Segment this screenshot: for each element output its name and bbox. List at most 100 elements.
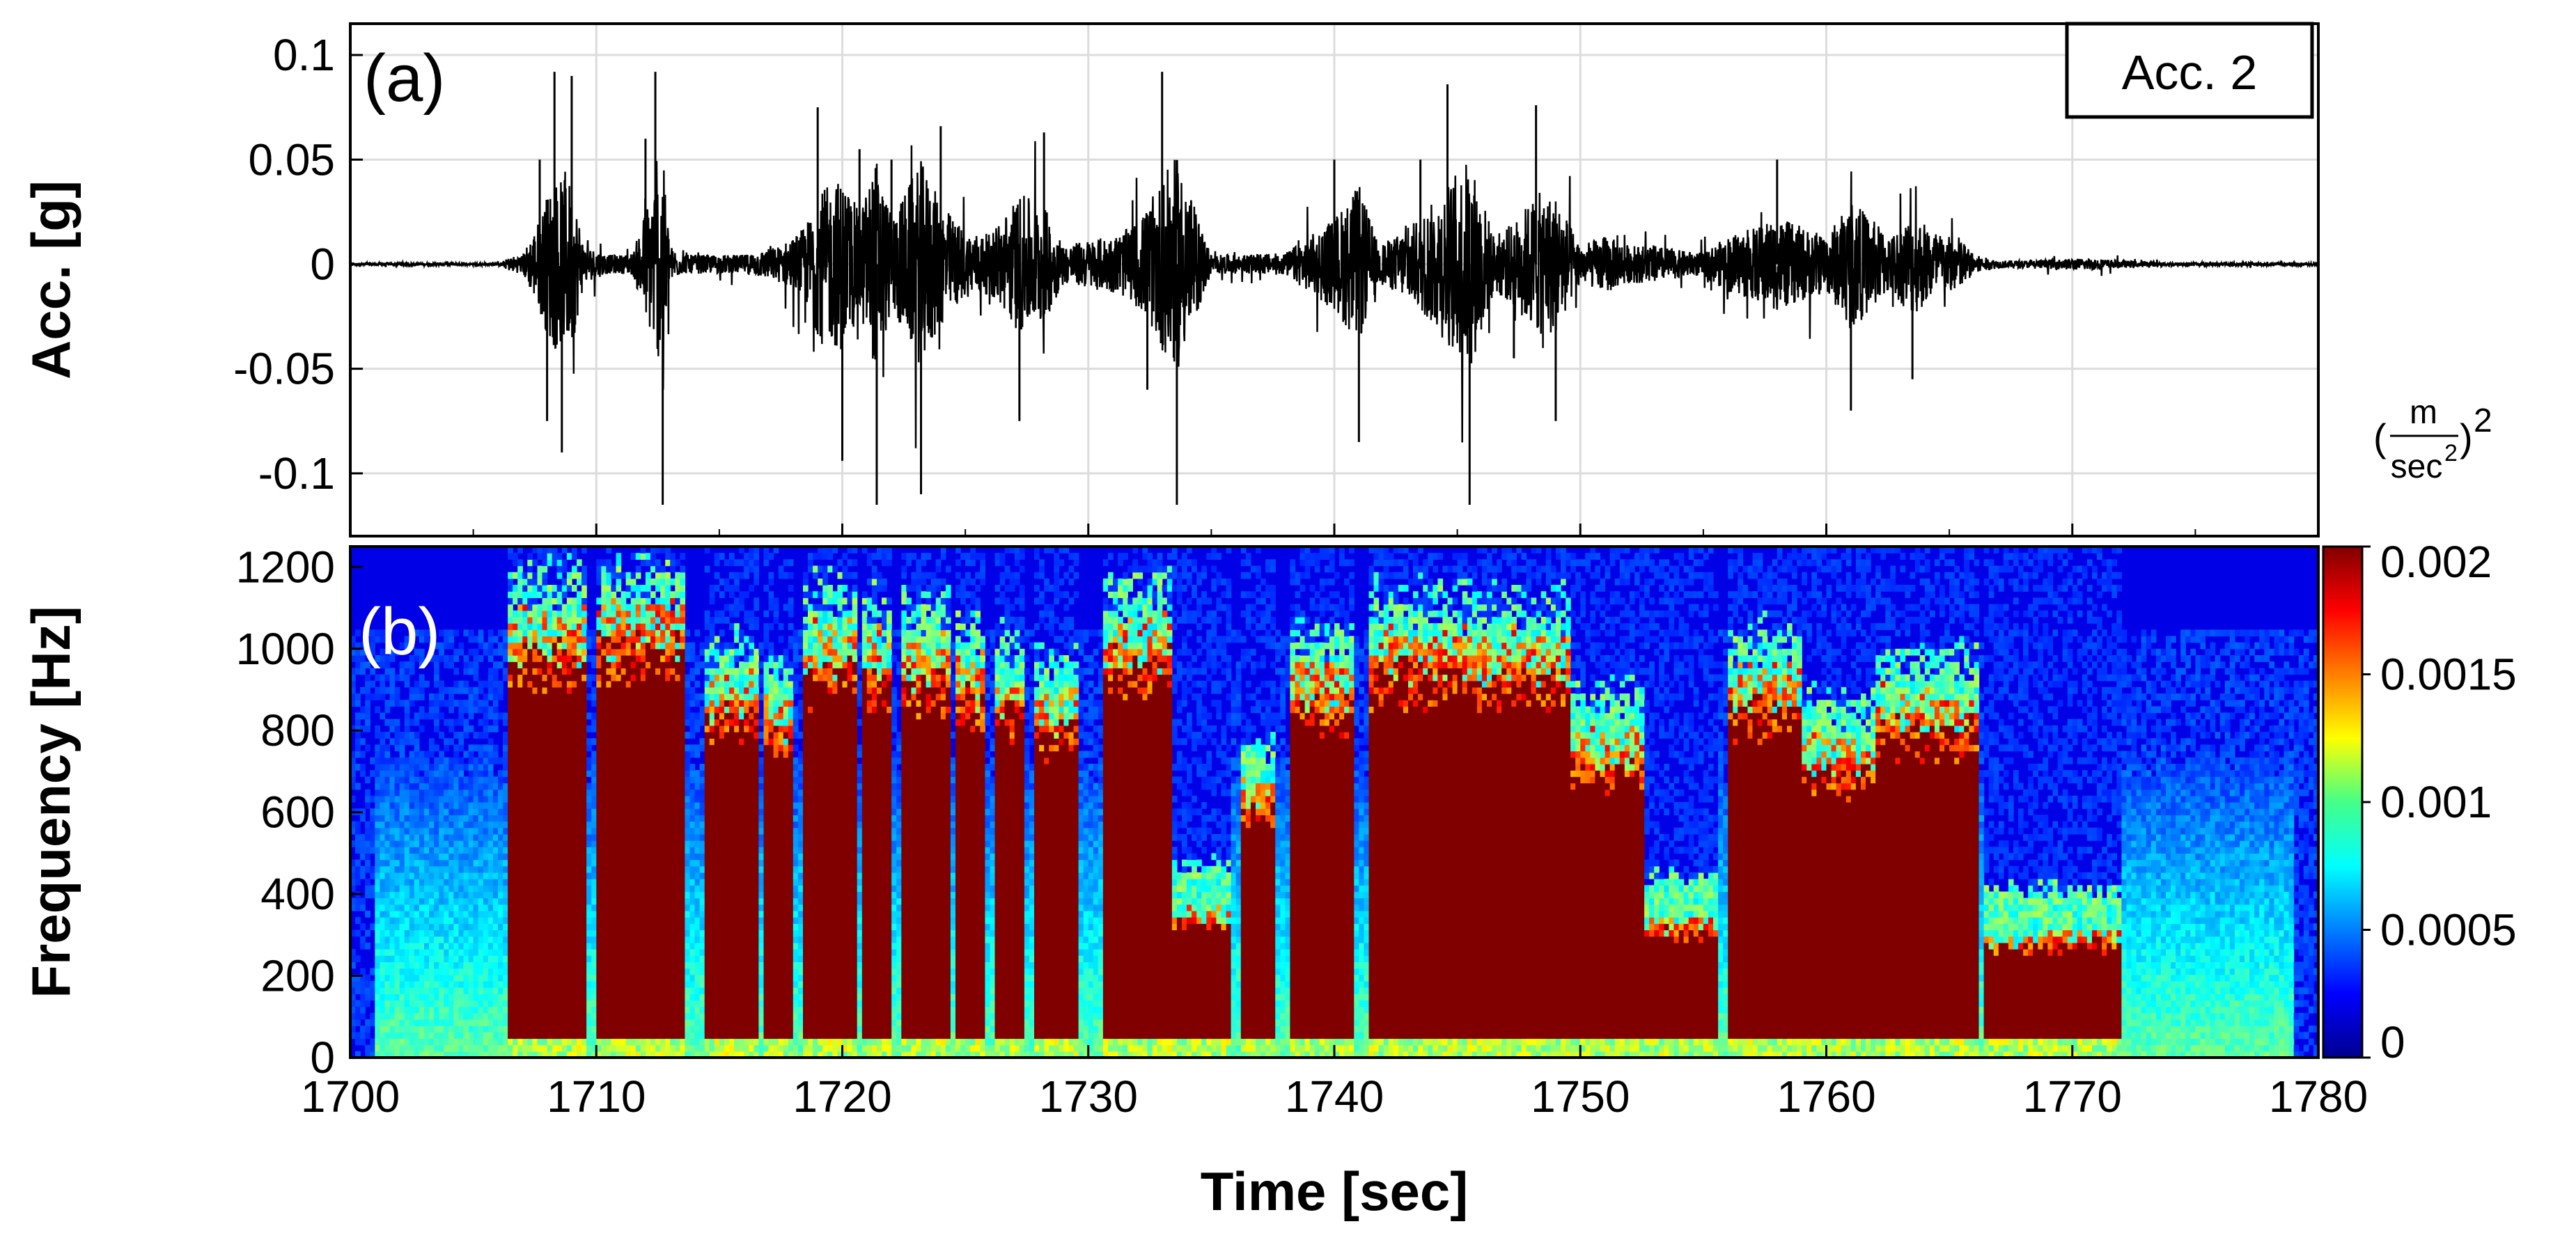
spectrogram-cell: [641, 866, 646, 873]
spectrogram-cell: [419, 911, 425, 918]
spectrogram-cell: [439, 834, 444, 841]
spectrogram-cell: [414, 687, 420, 694]
spectrogram-cell: [527, 802, 533, 809]
spectrogram-cell: [429, 930, 435, 937]
spectrogram-cell: [483, 725, 489, 732]
spectrogram-cell: [400, 853, 405, 860]
spectrogram-cell: [453, 917, 459, 924]
spectrogram-cell: [710, 892, 715, 899]
spectrogram-cell: [469, 668, 474, 675]
spectrogram-cell: [493, 975, 499, 982]
spectrogram-cell: [665, 923, 671, 930]
spectrogram-cell: [448, 776, 454, 783]
spectrogram-cell: [547, 955, 553, 962]
spectrogram-cell: [636, 585, 641, 592]
spectrogram-cell: [522, 911, 528, 918]
spectrogram-cell: [483, 955, 489, 962]
spectrogram-cell: [606, 738, 611, 745]
spectrogram-cell: [429, 776, 435, 783]
spectrogram-cell: [621, 1045, 627, 1052]
spectrogram-cell: [680, 764, 685, 771]
spectrogram-cell: [493, 866, 499, 873]
spectrogram-cell: [670, 738, 676, 745]
spectrogram-cell: [675, 917, 680, 924]
spectrogram-cell: [370, 885, 375, 892]
spectrogram-cell: [715, 962, 720, 968]
spectrogram-cell: [611, 661, 616, 668]
spectrogram-cell: [567, 802, 572, 809]
spectrogram-cell: [464, 751, 469, 758]
spectrogram-cell: [390, 847, 396, 854]
spectrogram-cell: [439, 1032, 444, 1039]
spectrogram-cell: [636, 649, 641, 656]
spectrogram-cell: [591, 636, 597, 643]
spectrogram-cell: [414, 815, 420, 822]
spectrogram-cell: [670, 559, 676, 566]
spectrogram-cell: [675, 585, 680, 592]
spectrogram-cell: [552, 987, 558, 994]
spectrogram-cell: [660, 802, 666, 809]
spectrogram-cell: [429, 706, 435, 713]
spectrogram-cell: [606, 840, 611, 847]
spectrogram-cell: [675, 898, 680, 905]
spectrogram-cell: [498, 923, 504, 930]
spectrogram-cell: [675, 668, 680, 675]
spectrogram-cell: [469, 1045, 474, 1052]
spectrogram-cell: [360, 713, 366, 720]
spectrogram-cell: [621, 591, 627, 598]
spectrogram-cell: [572, 649, 577, 656]
spectrogram-cell: [601, 923, 607, 930]
spectrogram-cell: [390, 1045, 396, 1052]
spectrogram-cell: [542, 764, 548, 771]
spectrogram-cell: [621, 668, 627, 675]
spectrogram-cell: [513, 553, 518, 560]
spectrogram-cell: [636, 987, 641, 994]
spectrogram-cell: [641, 585, 646, 592]
spectrogram-cell: [405, 866, 410, 873]
spectrogram-cell: [562, 904, 568, 911]
spectrogram-cell: [419, 962, 425, 968]
spectrogram-cell: [665, 943, 671, 950]
spectrogram-cell: [685, 994, 690, 1000]
spectrogram-cell: [414, 847, 420, 854]
spectrogram-cell: [586, 840, 592, 847]
spectrogram-cell: [538, 975, 543, 982]
spectrogram-cell: [641, 828, 646, 835]
spectrogram-cell: [493, 885, 499, 892]
spectrogram-cell: [400, 783, 405, 790]
spectrogram-cell: [680, 879, 685, 886]
spectrogram-cell: [469, 751, 474, 758]
spectrogram-cell: [562, 725, 568, 732]
spectrogram-cell: [380, 681, 385, 688]
spectrogram-cell: [552, 751, 558, 758]
spectrogram-cell: [710, 822, 715, 829]
spectrogram-cell: [547, 553, 553, 560]
spectrogram-cell: [552, 885, 558, 892]
spectrogram-cell: [626, 866, 632, 873]
spectrogram-cell: [695, 815, 701, 822]
spectrogram-cell: [375, 923, 380, 930]
spectrogram-cell: [395, 860, 400, 867]
spectrogram-cell: [380, 904, 385, 911]
spectrogram-cell: [606, 879, 611, 886]
spectrogram-cell: [517, 758, 523, 764]
spectrogram-cell: [601, 1039, 607, 1046]
spectrogram-cell: [567, 655, 572, 662]
spectrogram-cell: [586, 790, 592, 796]
spectrogram-cell: [626, 1007, 632, 1014]
spectrogram-cell: [547, 840, 553, 847]
spectrogram-cell: [655, 1007, 661, 1014]
spectrogram-cell: [601, 629, 607, 636]
spectrogram-cell: [414, 1039, 420, 1046]
spectrogram-cell: [405, 776, 410, 783]
spectrogram-cell: [439, 981, 444, 988]
spectrogram-cell: [670, 579, 676, 586]
spectrogram-cell: [670, 681, 676, 688]
spectrogram-cell: [400, 758, 405, 764]
spectrogram-cell: [705, 649, 710, 656]
spectrogram-cell: [606, 872, 611, 879]
spectrogram-cell: [448, 898, 454, 905]
spectrogram-cell: [650, 1013, 656, 1020]
spectrogram-cell: [591, 776, 597, 783]
spectrogram-cell: [405, 987, 410, 994]
